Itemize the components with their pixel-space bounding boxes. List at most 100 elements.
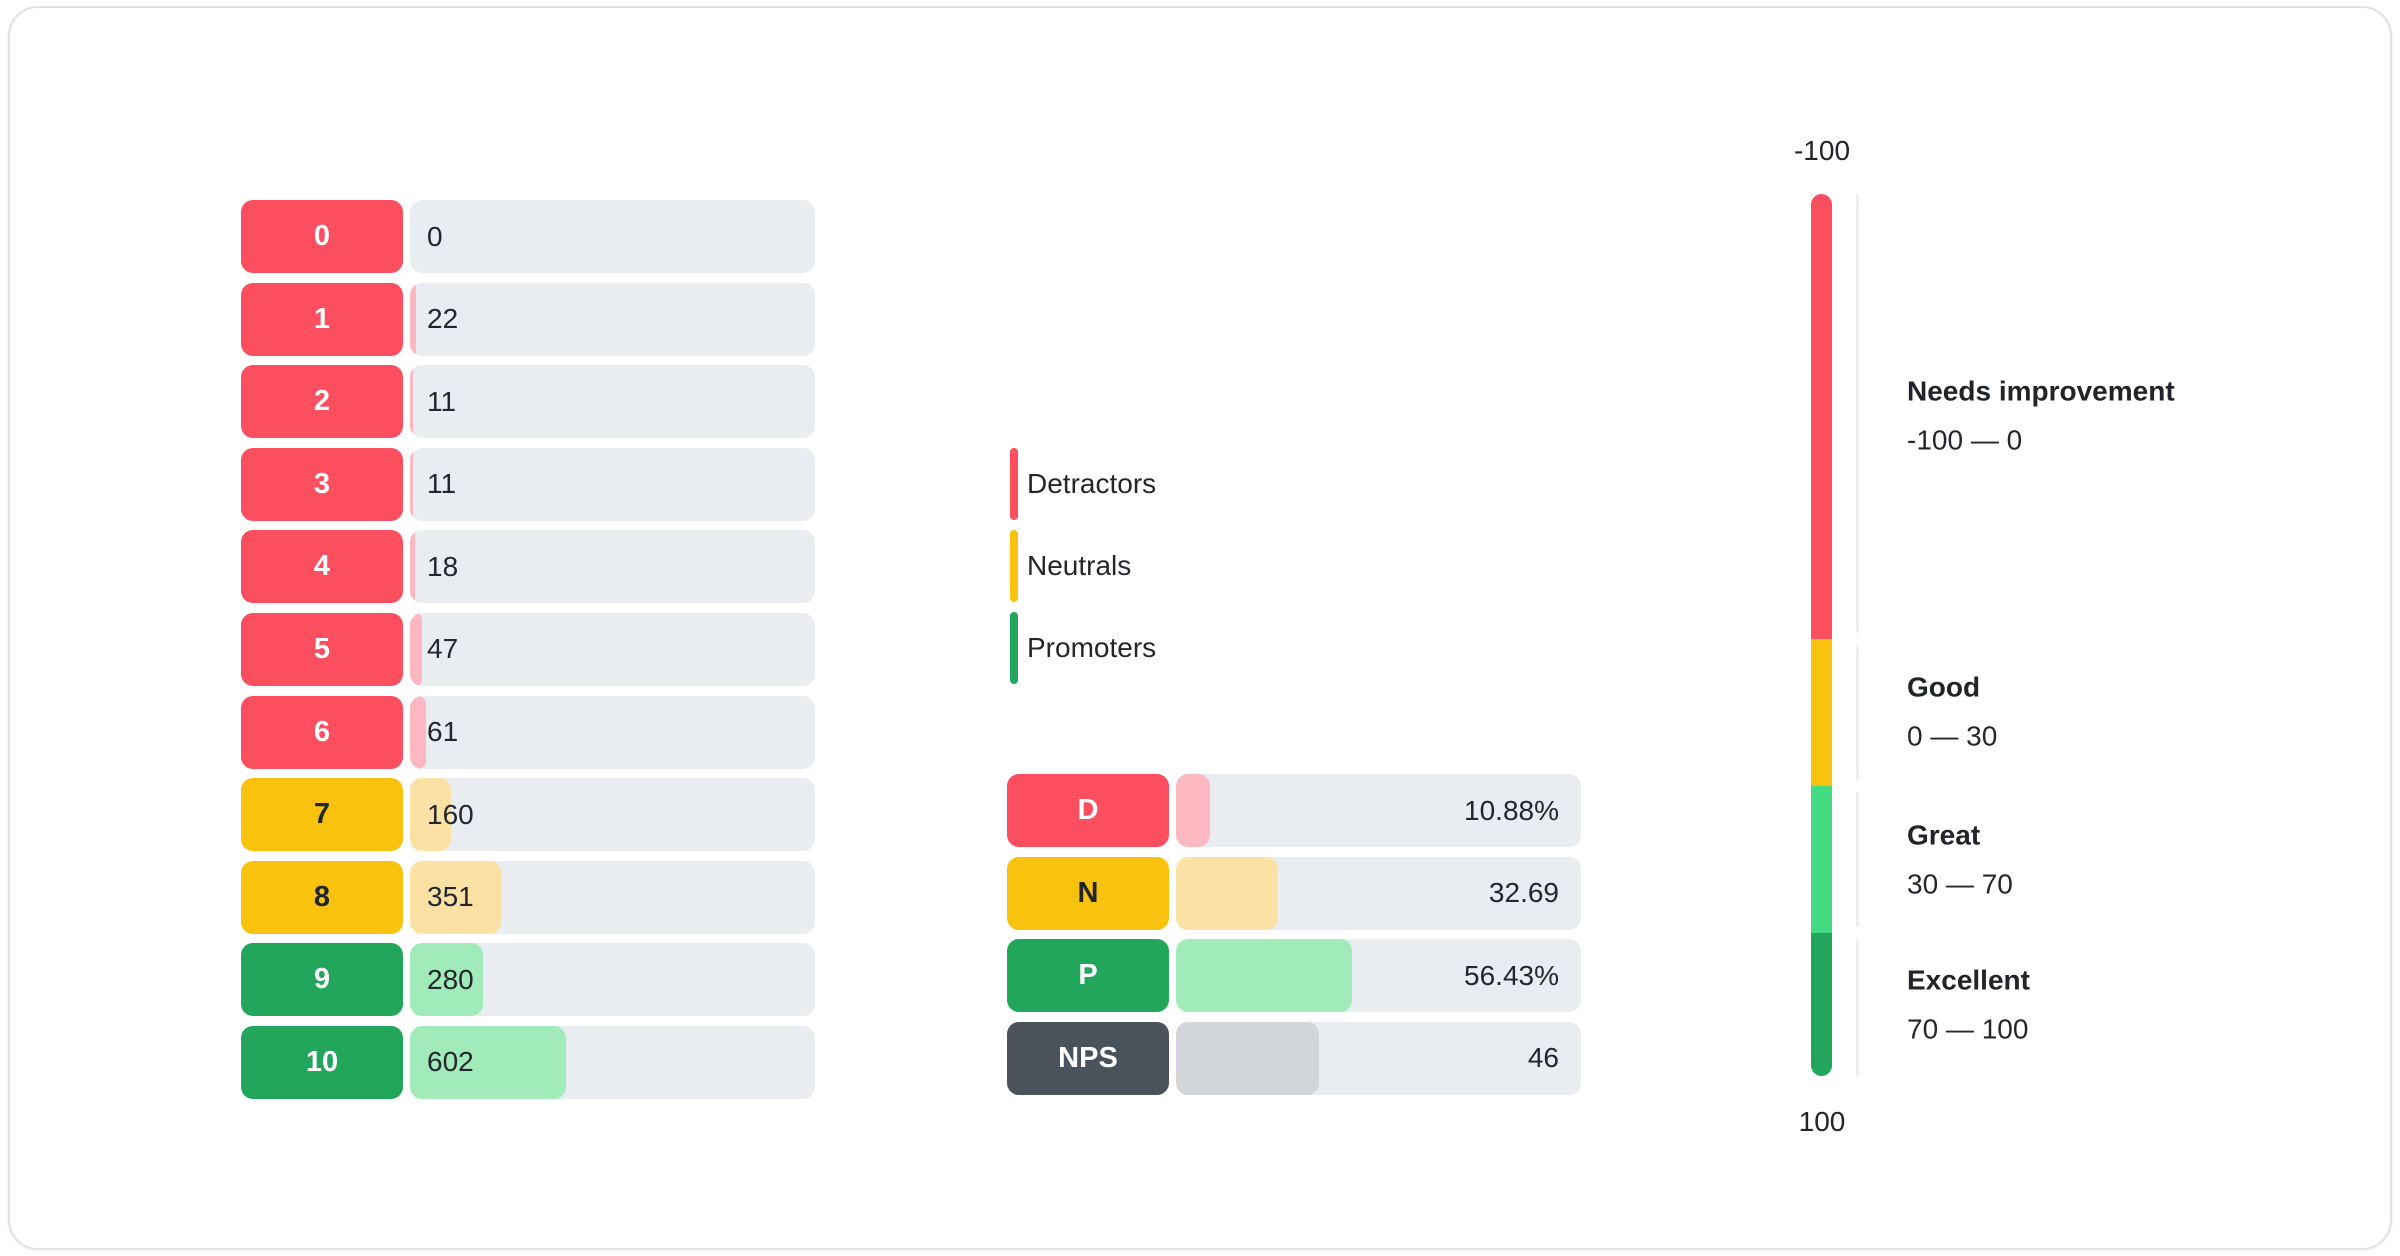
gauge-band-range: 0 — 30 bbox=[1907, 720, 1998, 752]
score-row-4-value: 18 bbox=[427, 550, 459, 582]
gauge-band-title: Needs improvement bbox=[1907, 375, 2175, 407]
score-row-6-badge: 6 bbox=[241, 695, 403, 769]
summary-row-n: N 32.69 bbox=[1007, 856, 1581, 930]
legend-item-detractor: Detractors bbox=[1010, 448, 1156, 520]
summary-row-d: D 10.88% bbox=[1007, 774, 1581, 847]
gauge-tick-segment bbox=[1856, 791, 1859, 927]
gauge-band-range: -100 — 0 bbox=[1907, 424, 2023, 456]
score-row-2: 2 11 bbox=[241, 365, 815, 439]
chart-legend: Detractors Neutrals Promoters bbox=[1010, 448, 1156, 684]
summary-row-n-value: 32.69 bbox=[1488, 877, 1559, 909]
gauge-segment-great bbox=[1811, 785, 1832, 933]
score-row-6-fill bbox=[410, 695, 426, 769]
gauge-band-promoter: Excellent 70 — 100 bbox=[1907, 964, 2030, 1045]
score-row-9: 9 280 bbox=[241, 943, 815, 1017]
score-row-9-fill bbox=[410, 943, 483, 1017]
score-row-4-fill bbox=[410, 530, 415, 604]
score-row-2-value: 11 bbox=[427, 385, 457, 417]
score-row-0-badge: 0 bbox=[241, 200, 403, 273]
score-distribution-chart: 0 0 1 22 2 11 3 11 4 18 5 47 6 61 7 160 8 351 9 280 10 602 bbox=[241, 200, 815, 1099]
legend-label: Promoters bbox=[1027, 632, 1157, 663]
score-row-9-badge: 9 bbox=[241, 943, 403, 1017]
score-row-1-track: 22 bbox=[410, 282, 815, 356]
score-row-5-value: 47 bbox=[427, 633, 459, 665]
score-row-7-fill bbox=[410, 778, 452, 852]
gauge-band-neutral: Good 0 — 30 bbox=[1907, 672, 1997, 753]
score-row-6-track: 61 bbox=[410, 695, 815, 769]
gauge-min-label: 100 bbox=[1798, 1106, 1846, 1137]
summary-row-d-track: 10.88% bbox=[1176, 774, 1581, 847]
summary-row-d-fill bbox=[1176, 774, 1210, 847]
score-row-6: 6 61 bbox=[241, 695, 815, 769]
detractor-swatch bbox=[1010, 448, 1018, 520]
score-row-9-track: 280 bbox=[410, 943, 815, 1017]
summary-row-p-badge: P bbox=[1007, 939, 1169, 1013]
score-row-8: 8 351 bbox=[241, 860, 815, 934]
gauge-band-detractor: Needs improvement -100 — 0 bbox=[1907, 376, 2175, 457]
score-row-7: 7 160 bbox=[241, 778, 815, 852]
gauge-band-title: Great bbox=[1907, 819, 1981, 850]
score-row-10-fill bbox=[410, 1025, 566, 1099]
score-row-8-fill bbox=[410, 860, 501, 934]
score-row-8-track: 351 bbox=[410, 860, 815, 934]
gauge-band-great: Great 30 — 70 bbox=[1907, 819, 2013, 900]
gauge-band-range: 30 — 70 bbox=[1907, 868, 2013, 899]
score-row-1: 1 22 bbox=[241, 282, 815, 356]
summary-row-d-value: 10.88% bbox=[1464, 794, 1559, 826]
score-row-8-value: 351 bbox=[427, 881, 474, 913]
summary-row-nps-track: 46 bbox=[1176, 1021, 1581, 1095]
summary-row-nps-badge: NPS bbox=[1007, 1021, 1169, 1095]
score-row-7-track: 160 bbox=[410, 778, 815, 852]
summary-row-p-track: 56.43% bbox=[1176, 939, 1581, 1013]
gauge-segment-detractor bbox=[1811, 194, 1832, 639]
score-row-10: 10 602 bbox=[241, 1025, 815, 1099]
nps-gauge-bar bbox=[1811, 194, 1832, 1076]
score-row-4: 4 18 bbox=[241, 530, 815, 604]
score-row-7-value: 160 bbox=[427, 798, 474, 830]
legend-label: Neutrals bbox=[1027, 550, 1132, 581]
score-row-9-value: 280 bbox=[427, 963, 474, 995]
score-row-7-badge: 7 bbox=[241, 778, 403, 852]
gauge-segment-promoter bbox=[1811, 933, 1832, 1076]
score-row-1-value: 22 bbox=[427, 303, 459, 335]
score-row-10-badge: 10 bbox=[241, 1025, 403, 1099]
score-row-3: 3 11 bbox=[241, 447, 815, 521]
summary-row-n-fill bbox=[1176, 856, 1278, 930]
summary-row-n-track: 32.69 bbox=[1176, 856, 1581, 930]
score-row-2-badge: 2 bbox=[241, 365, 403, 439]
summary-row-p-fill bbox=[1176, 939, 1352, 1013]
score-row-3-fill bbox=[410, 447, 413, 521]
promoter-swatch bbox=[1010, 612, 1018, 684]
summary-row-p: P 56.43% bbox=[1007, 939, 1581, 1013]
summary-row-n-badge: N bbox=[1007, 856, 1169, 930]
score-row-4-badge: 4 bbox=[241, 530, 403, 604]
score-row-10-track: 602 bbox=[410, 1025, 815, 1099]
nps-summary-chart: D 10.88% N 32.69 P 56.43% NPS 46 bbox=[1007, 774, 1581, 1095]
score-row-8-badge: 8 bbox=[241, 860, 403, 934]
summary-row-p-value: 56.43% bbox=[1464, 959, 1559, 991]
legend-item-neutral: Neutrals bbox=[1010, 530, 1156, 602]
score-row-1-fill bbox=[410, 282, 416, 356]
legend-item-promoter: Promoters bbox=[1010, 612, 1156, 684]
neutral-swatch bbox=[1010, 530, 1018, 602]
score-row-3-badge: 3 bbox=[241, 447, 403, 521]
summary-row-d-badge: D bbox=[1007, 774, 1169, 847]
score-row-2-fill bbox=[410, 365, 413, 439]
gauge-max-label: -100 bbox=[1793, 135, 1851, 166]
score-row-0-track: 0 bbox=[410, 200, 815, 273]
summary-row-nps-value: 46 bbox=[1527, 1042, 1559, 1074]
gauge-tick-segment bbox=[1856, 644, 1859, 780]
nps-report-card: 0 0 1 22 2 11 3 11 4 18 5 47 6 61 7 160 8 351 9 280 10 602 De… bbox=[8, 6, 2392, 1250]
gauge-band-title: Good bbox=[1907, 671, 1981, 703]
summary-row-nps: NPS 46 bbox=[1007, 1021, 1581, 1095]
gauge-tick-segment bbox=[1856, 194, 1859, 633]
score-row-5-badge: 5 bbox=[241, 612, 403, 686]
summary-row-nps-fill bbox=[1176, 1021, 1320, 1095]
gauge-band-title: Excellent bbox=[1907, 964, 2030, 995]
gauge-tick-segment bbox=[1856, 939, 1859, 1076]
score-row-0-value: 0 bbox=[427, 220, 443, 252]
score-row-6-value: 61 bbox=[427, 716, 459, 748]
score-row-3-value: 11 bbox=[427, 468, 457, 500]
legend-label: Detractors bbox=[1027, 468, 1157, 499]
